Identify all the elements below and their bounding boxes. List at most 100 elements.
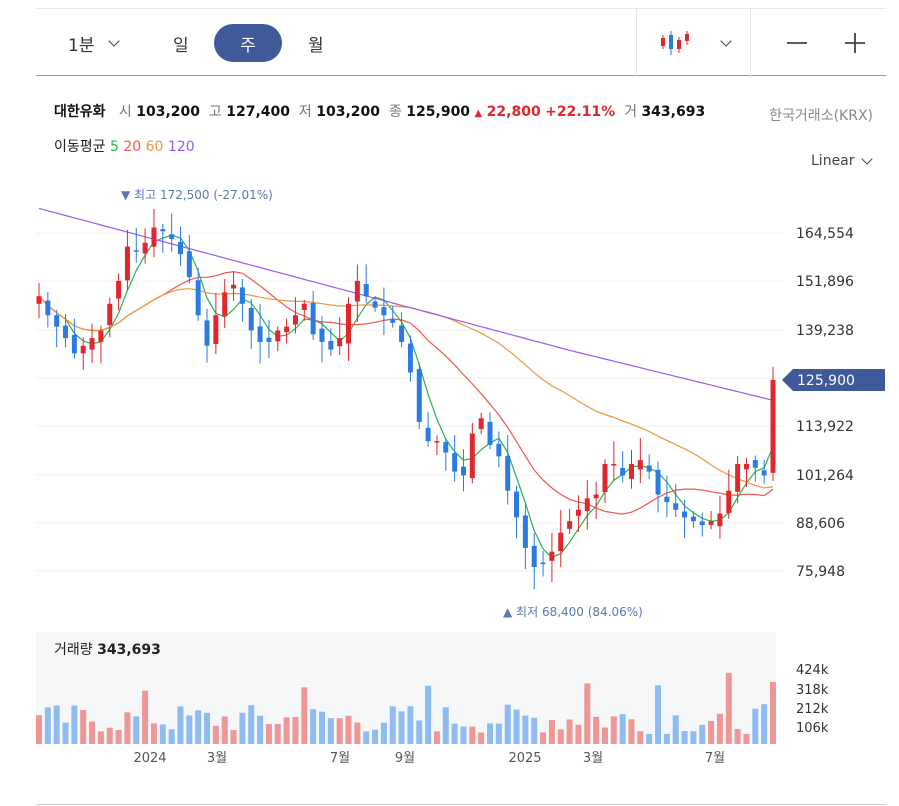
candle-body bbox=[487, 421, 493, 445]
low-value: 103,200 bbox=[316, 104, 381, 120]
volume-tick-label: 424k bbox=[796, 663, 829, 678]
x-axis-label: 2025 bbox=[508, 751, 541, 766]
tab-week[interactable]: 주 bbox=[214, 24, 282, 62]
candle-body bbox=[107, 303, 113, 326]
divider bbox=[636, 9, 637, 77]
candle-body bbox=[372, 301, 378, 308]
candle-body bbox=[54, 315, 60, 327]
candle-body bbox=[726, 490, 732, 513]
candle-body bbox=[346, 303, 352, 344]
candle-body bbox=[98, 330, 104, 342]
candlestick-icon bbox=[661, 31, 689, 55]
volume-label: 거 bbox=[624, 104, 637, 120]
candle-body bbox=[743, 463, 749, 470]
candle-body bbox=[629, 463, 635, 479]
volume-value: 343,693 bbox=[641, 104, 706, 120]
candle-body bbox=[204, 320, 210, 346]
volume-tick-label: 212k bbox=[796, 702, 829, 717]
zoom-out-button[interactable] bbox=[786, 9, 808, 77]
up-arrow-icon: ▲ bbox=[474, 108, 483, 119]
candle-body bbox=[735, 463, 741, 492]
candle-body bbox=[284, 326, 290, 333]
candle-body bbox=[407, 343, 413, 373]
chart-type-dropdown[interactable] bbox=[660, 9, 732, 77]
moving-average-legend[interactable]: 이동평균 5 20 60 120 bbox=[54, 136, 195, 156]
ma-20: 20 bbox=[123, 139, 142, 155]
interval-dropdown[interactable]: 1분 bbox=[68, 9, 121, 77]
candle-body bbox=[593, 494, 599, 499]
candle-body bbox=[452, 453, 458, 472]
volume-title-value: 343,693 bbox=[97, 642, 161, 658]
candle-body bbox=[89, 338, 95, 350]
candle-body bbox=[354, 280, 360, 302]
tab-month[interactable]: 월 bbox=[308, 35, 324, 56]
candle-body bbox=[177, 241, 183, 255]
candle-body bbox=[275, 330, 281, 342]
candle-body bbox=[390, 319, 396, 323]
candle-body bbox=[673, 503, 679, 510]
volume-panel bbox=[36, 632, 776, 744]
candle-body bbox=[399, 325, 405, 342]
high-label: 고 bbox=[208, 104, 222, 120]
low-label: 저 bbox=[298, 104, 312, 120]
candle-body bbox=[637, 460, 643, 470]
moving-average-line bbox=[38, 270, 774, 515]
change-percent: +22.11% bbox=[545, 104, 616, 120]
volume-title-label: 거래량 bbox=[54, 642, 93, 658]
candle-body bbox=[257, 326, 263, 342]
chevron-down-icon bbox=[108, 35, 121, 47]
open-label: 시 bbox=[118, 104, 132, 120]
price-tick-label: 88,606 bbox=[796, 516, 845, 532]
volume-tick-label: 106k bbox=[796, 721, 829, 736]
price-tick-label: 75,948 bbox=[796, 564, 845, 580]
x-axis-label: 3월 bbox=[583, 751, 603, 766]
scale-dropdown[interactable]: Linear bbox=[811, 153, 873, 169]
candle-body bbox=[602, 463, 608, 492]
open-value: 103,200 bbox=[136, 104, 200, 120]
price-tick-label: 151,896 bbox=[796, 274, 854, 290]
candle-body bbox=[505, 455, 511, 491]
minus-icon bbox=[787, 42, 807, 44]
low-marker-label: ▲ 최저 68,400 (84.06%) bbox=[503, 605, 643, 619]
stock-summary: 대한유화 시 103,200 고 127,400 저 103,200 종 125… bbox=[54, 101, 705, 121]
candle-body bbox=[549, 551, 555, 561]
candle-body bbox=[248, 307, 254, 331]
candle-body bbox=[708, 521, 714, 525]
exchange-label: 한국거래소(KRX) bbox=[769, 108, 873, 124]
candle-body bbox=[186, 251, 192, 278]
moving-average-line bbox=[38, 234, 774, 559]
candle-body bbox=[717, 513, 723, 527]
divider bbox=[36, 804, 886, 805]
candle-body bbox=[36, 296, 42, 304]
candle-body bbox=[116, 280, 122, 299]
candle-body bbox=[231, 284, 237, 289]
stock-name: 대한유화 bbox=[54, 104, 106, 120]
candle-body bbox=[292, 315, 298, 325]
candle-body bbox=[496, 443, 502, 457]
ma-60: 60 bbox=[145, 139, 164, 155]
candle-body bbox=[469, 433, 475, 479]
chevron-down-icon bbox=[720, 35, 732, 47]
candle-body bbox=[45, 300, 51, 316]
candle-body bbox=[646, 465, 652, 472]
zoom-in-button[interactable] bbox=[844, 9, 866, 77]
candle-body bbox=[222, 292, 228, 316]
candle-body bbox=[611, 463, 617, 466]
candle-body bbox=[124, 246, 130, 281]
candle-body bbox=[575, 509, 581, 516]
ma-label: 이동평균 bbox=[54, 139, 106, 155]
change-value: 22,800 bbox=[486, 104, 541, 120]
price-tick-label: 101,264 bbox=[796, 468, 854, 484]
candle-body bbox=[160, 229, 166, 232]
moving-average-line bbox=[38, 207, 774, 401]
ma-120: 120 bbox=[167, 139, 195, 155]
tab-day[interactable]: 일 bbox=[173, 35, 189, 56]
high-marker-label: ▼ 최고 172,500 (-27.01%) bbox=[121, 188, 273, 202]
candle-body bbox=[761, 470, 767, 476]
candle-body bbox=[213, 315, 219, 345]
candle-body bbox=[310, 302, 316, 335]
candle-body bbox=[328, 340, 334, 350]
candle-body bbox=[752, 459, 758, 468]
ma-5: 5 bbox=[109, 139, 119, 155]
x-axis-label: 2024 bbox=[133, 751, 166, 766]
